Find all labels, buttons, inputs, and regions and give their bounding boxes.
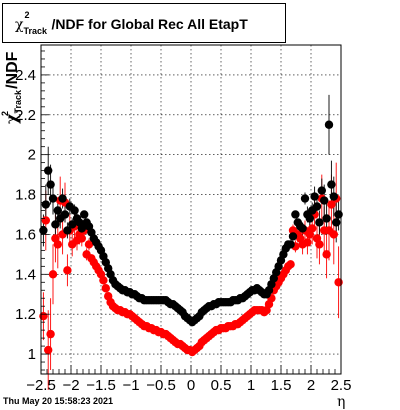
x-tick-label: 2 <box>307 377 315 394</box>
data-point <box>286 240 295 249</box>
chart-title: χ 2 Track/NDF for Global Rec All EtapT <box>15 10 248 36</box>
y-tick-labels: 1 1.2 1.4 1.6 1.8 2 2.2 2.4 <box>15 67 36 363</box>
data-point <box>327 200 336 209</box>
y-axis-label-sup: 2 <box>0 111 10 116</box>
data-point <box>46 329 55 339</box>
y-tick-label: 1 <box>28 346 36 363</box>
y-axis-label: χTrack2/NDF <box>0 51 23 124</box>
data-point <box>44 345 53 355</box>
data-point <box>41 200 50 209</box>
data-point <box>101 284 111 293</box>
data-point <box>48 270 58 279</box>
data-point <box>53 206 62 215</box>
data-point <box>300 194 310 203</box>
data-point <box>308 224 317 233</box>
data-point <box>327 180 336 189</box>
chart-title-box: χ 2 Track/NDF for Global Rec All EtapT <box>2 3 286 43</box>
data-point <box>320 196 329 205</box>
data-point <box>315 240 324 249</box>
title-chi: χ <box>15 17 24 33</box>
y-axis-label-sub: Track <box>13 89 23 114</box>
y-tick-label: 2 <box>28 147 36 164</box>
data-point <box>68 220 77 229</box>
data-point <box>63 226 72 235</box>
data-point <box>58 194 67 203</box>
data-point <box>99 276 108 285</box>
x-tick-label: 2.5 <box>331 377 352 394</box>
data-point <box>317 186 326 195</box>
data-point <box>286 260 295 269</box>
data-point <box>39 311 48 321</box>
data-point <box>298 224 307 233</box>
y-tick-label: 1.8 <box>15 187 36 204</box>
data-point <box>315 218 324 227</box>
x-tick-label: −2 <box>62 377 79 394</box>
data-point <box>322 214 331 223</box>
data-point <box>63 266 72 275</box>
data-point <box>329 192 338 201</box>
y-tick-label: 2.2 <box>15 107 36 124</box>
x-tick-label: −1 <box>122 377 139 394</box>
data-point <box>77 234 87 243</box>
y-tick-label: 2.4 <box>15 67 36 84</box>
data-point <box>312 202 322 211</box>
data-point <box>77 224 87 233</box>
data-point <box>84 240 94 249</box>
x-tick-label: 1 <box>247 377 255 394</box>
x-tick-label: 0.5 <box>211 377 232 394</box>
title-sub: Track <box>23 26 48 36</box>
x-axis-label: η <box>337 394 345 410</box>
data-point <box>80 210 89 219</box>
y-tick-label: 1.4 <box>15 266 36 283</box>
data-point <box>322 250 331 259</box>
y-axis-label-rest: /NDF <box>4 51 21 89</box>
data-point <box>310 192 319 201</box>
x-tick-label: 0 <box>187 377 195 394</box>
data-point <box>60 210 70 219</box>
data-point <box>329 230 338 239</box>
data-point <box>44 166 53 175</box>
data-point <box>41 216 50 225</box>
data-point <box>48 194 58 203</box>
data-point <box>46 180 55 189</box>
title-sup: 2 <box>24 10 30 20</box>
data-point <box>288 232 298 241</box>
data-point <box>334 210 343 219</box>
data-point <box>305 214 314 223</box>
title-rest: /NDF for Global Rec All EtapT <box>51 16 248 32</box>
timestamp: Thu May 20 15:58:23 2021 <box>3 396 114 406</box>
x-tick-label: −1.5 <box>86 377 116 394</box>
data-point <box>70 206 79 215</box>
data-point <box>332 218 341 227</box>
y-tick-label: 1.2 <box>15 306 36 323</box>
y-tick-label: 1.6 <box>15 226 36 243</box>
data-point <box>291 210 300 219</box>
x-tick-labels: −2.5 −2 −1.5 −1 −0.5 0 0.5 1 1.5 2 2.5 <box>26 377 351 394</box>
x-tick-label: −0.5 <box>146 377 176 394</box>
data-point <box>53 240 62 249</box>
x-tick-label: −2.5 <box>26 377 56 394</box>
data-point <box>51 220 60 229</box>
axis-ticks <box>40 50 342 374</box>
y-axis-label-chi: χ <box>2 113 21 124</box>
x-tick-label: 1.5 <box>271 377 292 394</box>
data-point <box>39 226 48 235</box>
data-point <box>334 278 343 287</box>
series-markers <box>39 120 343 357</box>
data-point <box>324 120 334 129</box>
data-point <box>303 238 312 247</box>
